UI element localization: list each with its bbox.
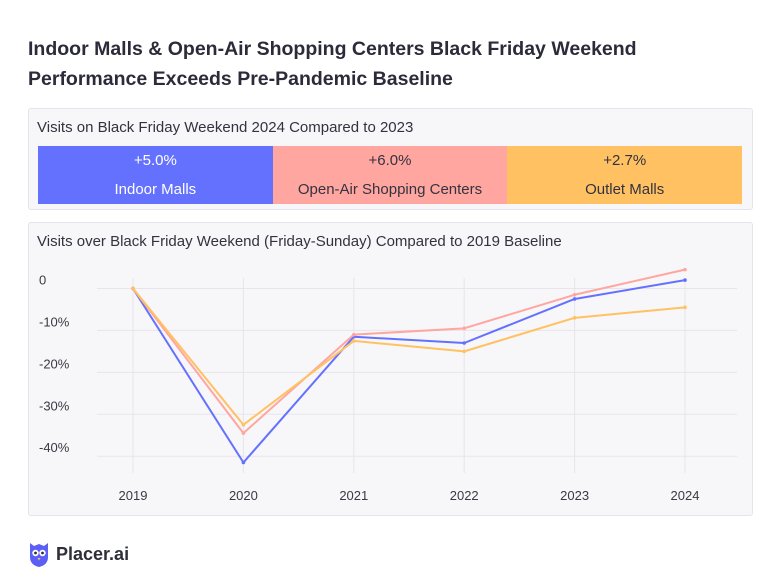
- summary-panel: Visits on Black Friday Weekend 2024 Comp…: [28, 108, 753, 210]
- chart-panel: Visits over Black Friday Weekend (Friday…: [28, 222, 753, 516]
- series-point: [462, 349, 467, 354]
- series-point: [241, 460, 246, 465]
- series-point: [241, 431, 246, 435]
- x-tick-label: 2024: [671, 488, 700, 503]
- tile-indoor-malls: +5.0% Indoor Malls: [38, 146, 273, 204]
- summary-tiles: +5.0% Indoor Malls +6.0% Open-Air Shoppi…: [38, 146, 743, 204]
- chart-title: Visits over Black Friday Weekend (Friday…: [37, 233, 562, 250]
- series-point: [131, 286, 135, 291]
- tile-label: Outlet Malls: [585, 181, 665, 198]
- series-point: [352, 339, 356, 343]
- series-point: [572, 316, 577, 320]
- tile-outlet-malls: +2.7% Outlet Malls: [507, 146, 743, 204]
- x-tick-label: 2023: [560, 488, 589, 503]
- tile-value: +6.0%: [368, 152, 412, 169]
- series-line-1: [132, 268, 686, 435]
- series-point: [462, 326, 467, 331]
- series-point: [462, 341, 467, 345]
- line-chart: 0 -10% -20% -30% -40% 2019 2020 2021 2022 2023 202…: [39, 267, 737, 503]
- y-tick-label: -20%: [39, 356, 70, 371]
- page-title: Indoor Malls & Open-Air Shopping Centers…: [28, 38, 637, 90]
- owl-icon: [30, 543, 48, 567]
- y-tick-label: 0: [39, 272, 46, 287]
- y-tick-label: -10%: [39, 314, 70, 329]
- y-tick-label: -40%: [39, 440, 70, 455]
- x-tick-label: 2022: [450, 488, 479, 503]
- series-point: [683, 267, 687, 272]
- footer: Placer.ai: [28, 540, 129, 568]
- series-point: [683, 278, 687, 282]
- x-tick-label: 2020: [229, 488, 258, 503]
- tile-value: +5.0%: [133, 152, 177, 169]
- series-line-0: [132, 279, 686, 464]
- tile-open-air-shopping-centers: +6.0% Open-Air Shopping Centers: [272, 146, 508, 204]
- series-point: [241, 422, 246, 427]
- series-point: [572, 297, 577, 301]
- tile-label: Indoor Malls: [114, 181, 197, 198]
- tile-label: Open-Air Shopping Centers: [297, 181, 483, 198]
- x-tick-label: 2021: [339, 488, 368, 503]
- summary-heading: Visits on Black Friday Weekend 2024 Comp…: [37, 119, 414, 136]
- series-point: [572, 292, 577, 297]
- tile-value: +2.7%: [603, 152, 647, 169]
- series-point: [683, 305, 687, 310]
- series-point: [352, 332, 356, 337]
- brand-name: Placer.ai: [56, 543, 130, 564]
- series-line-2: [132, 287, 686, 426]
- x-tick-label: 2019: [119, 488, 148, 503]
- y-tick-label: -30%: [39, 398, 70, 413]
